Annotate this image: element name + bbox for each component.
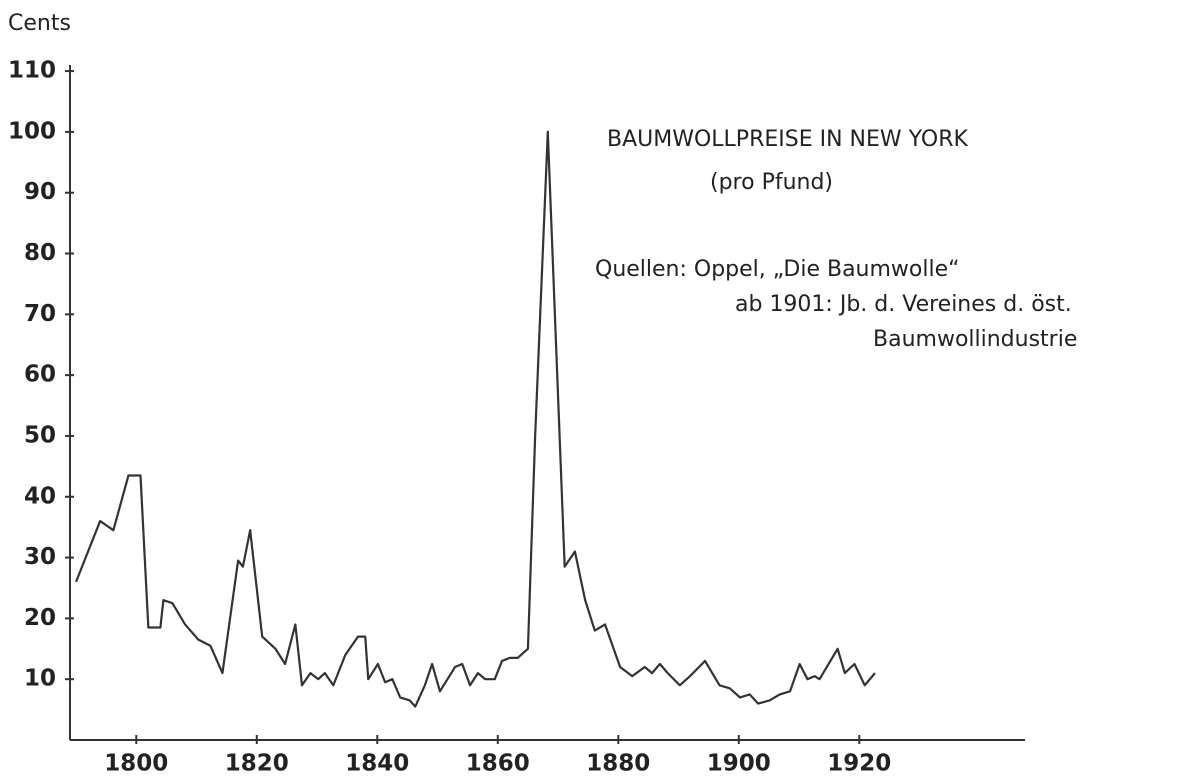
y-tick-label: 30	[24, 544, 56, 570]
annotation: Baumwollindustrie	[873, 327, 1077, 352]
x-tick-label: 1820	[225, 751, 289, 777]
subtitle: (pro Pfund)	[710, 170, 833, 195]
x-tick-label: 1920	[827, 751, 891, 777]
y-tick-label: 70	[24, 301, 56, 327]
y-tick-label: 50	[24, 422, 56, 448]
x-tick-label: 1800	[104, 751, 168, 777]
y-tick-label: 90	[24, 179, 56, 205]
y-tick-label: 110	[8, 58, 56, 84]
x-tick-label: 1860	[466, 751, 530, 777]
x-tick-label: 1900	[707, 751, 771, 777]
y-tick-label: 40	[24, 483, 56, 509]
y-tick-label: 80	[24, 240, 56, 266]
y-tick-label: 100	[8, 118, 56, 144]
annotation: Quellen: Oppel, „Die Baumwolle“	[595, 257, 960, 282]
y-tick-label: 20	[24, 605, 56, 631]
y-axis-label: Cents	[8, 11, 71, 36]
price-line	[75, 130, 876, 708]
y-tick-label: 10	[24, 666, 56, 692]
annotation: ab 1901: Jb. d. Vereines d. öst.	[735, 292, 1072, 317]
x-tick-label: 1840	[345, 751, 409, 777]
title: BAUMWOLLPREISE IN NEW YORK	[607, 127, 968, 152]
x-tick-label: 1880	[586, 751, 650, 777]
y-tick-label: 60	[24, 362, 56, 388]
